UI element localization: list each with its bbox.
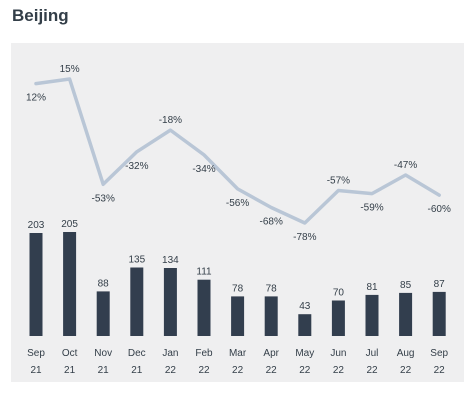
x-tick-label-month-3: Dec — [128, 348, 146, 359]
x-tick-label-month-9: Jun — [330, 348, 346, 359]
bar-value-label-4: 134 — [162, 255, 179, 266]
x-tick-label-month-7: Apr — [263, 348, 279, 359]
bar-value-label-10: 81 — [366, 282, 378, 293]
line-value-label-10: -59% — [360, 203, 383, 214]
bar-value-label-9: 70 — [333, 288, 345, 299]
bar-9 — [331, 300, 345, 336]
bar-value-label-12: 87 — [434, 279, 446, 290]
bar-7 — [264, 296, 278, 336]
bar-value-label-2: 88 — [98, 278, 110, 289]
bar-2 — [96, 291, 110, 336]
line-value-label-12: -60% — [428, 204, 451, 215]
bar-value-label-3: 135 — [128, 255, 145, 266]
x-tick-label-year-7: 22 — [266, 365, 278, 376]
bar-8 — [298, 314, 312, 336]
x-tick-label-year-10: 22 — [366, 365, 378, 376]
x-tick-label-year-0: 21 — [30, 365, 42, 376]
bar-11 — [399, 292, 413, 336]
line-value-label-2: -53% — [92, 193, 115, 204]
line-value-label-9: -57% — [327, 176, 350, 187]
line-value-label-11: -47% — [394, 160, 417, 171]
bar-value-label-5: 111 — [196, 267, 212, 278]
bar-value-label-11: 85 — [400, 280, 412, 291]
line-value-label-1: 15% — [60, 64, 80, 75]
bar-value-label-0: 203 — [28, 220, 45, 231]
x-tick-label-year-8: 22 — [299, 365, 311, 376]
bar-10 — [365, 294, 379, 336]
x-tick-label-month-5: Feb — [195, 348, 213, 359]
x-tick-label-month-11: Aug — [397, 348, 415, 359]
bar-5 — [197, 279, 211, 336]
line-value-label-4: -18% — [159, 115, 182, 126]
x-tick-label-month-8: May — [295, 348, 314, 359]
bar-6 — [231, 296, 245, 336]
x-tick-label-month-6: Mar — [229, 348, 247, 359]
x-tick-label-month-2: Nov — [94, 348, 112, 359]
chart-title: Beijing — [12, 6, 69, 25]
x-tick-label-year-9: 22 — [333, 365, 345, 376]
line-series — [34, 77, 441, 225]
x-tick-label-year-12: 22 — [434, 365, 446, 376]
x-tick-label-year-2: 21 — [98, 365, 110, 376]
x-tick-label-year-1: 21 — [64, 365, 76, 376]
line-value-label-5: -34% — [192, 164, 215, 175]
line-value-label-6: -56% — [226, 198, 249, 209]
x-tick-label-year-5: 22 — [198, 365, 210, 376]
bar-12 — [432, 291, 446, 336]
x-tick-label-month-0: Sep — [27, 348, 45, 359]
bar-value-label-8: 43 — [299, 301, 311, 312]
bar-3 — [130, 267, 144, 336]
bar-value-label-7: 78 — [266, 283, 278, 294]
x-tick-label-month-10: Jul — [366, 348, 379, 359]
line-value-label-8: -78% — [293, 232, 316, 243]
line-value-label-3: -32% — [125, 161, 148, 172]
x-tick-label-year-11: 22 — [400, 365, 412, 376]
x-tick-label-month-12: Sep — [430, 348, 448, 359]
x-tick-label-month-1: Oct — [62, 348, 78, 359]
bar-4 — [163, 268, 177, 336]
bar-1 — [63, 232, 77, 336]
bar-0 — [29, 233, 43, 336]
line-value-label-7: -68% — [260, 217, 283, 228]
x-tick-label-year-4: 22 — [165, 365, 177, 376]
bar-value-label-1: 205 — [61, 219, 78, 230]
bar-value-label-6: 78 — [232, 283, 244, 294]
x-tick-label-year-3: 21 — [131, 365, 143, 376]
x-tick-label-year-6: 22 — [232, 365, 244, 376]
line-value-label-0: 12% — [26, 93, 46, 104]
x-tick-label-month-4: Jan — [162, 348, 178, 359]
